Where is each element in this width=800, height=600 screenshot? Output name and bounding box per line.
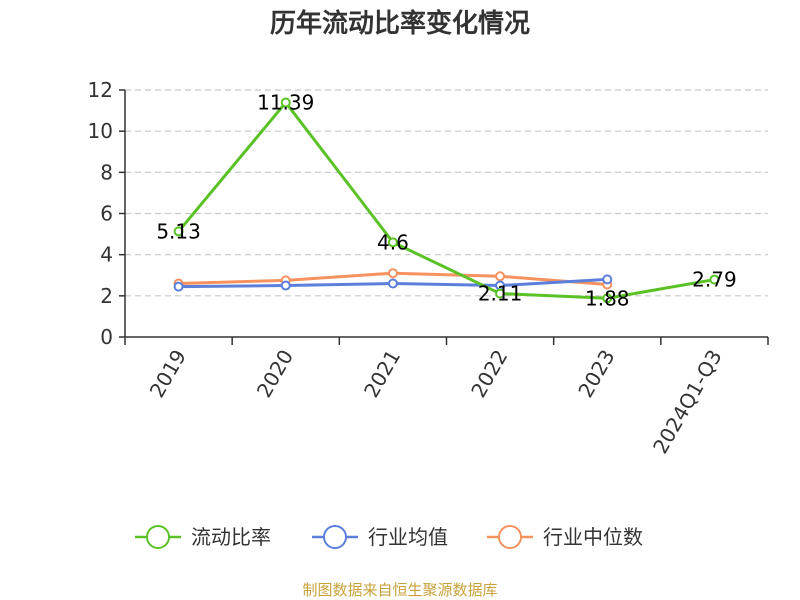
data-point [495, 271, 506, 282]
legend-label: 流动比率 [191, 525, 271, 549]
data-label: 2.79 [692, 268, 737, 292]
data-point [495, 288, 506, 299]
data-point [280, 97, 291, 108]
data-point [387, 278, 398, 289]
legend: 流动比率 行业均值 行业中位数 [135, 525, 643, 549]
data-label: 4.6 [377, 230, 409, 254]
legend-marker [323, 525, 347, 549]
x-tick-label: 2020 [252, 346, 298, 402]
legend-label: 行业中位数 [543, 525, 643, 549]
legend-marker [498, 525, 522, 549]
data-label: 11.39 [257, 91, 314, 115]
data-point [173, 226, 184, 237]
data-point [280, 280, 291, 291]
y-tick-label: 12 [88, 78, 113, 102]
series-line [177, 101, 715, 300]
legend-label: 行业均值 [368, 525, 448, 549]
x-tick-label: 2022 [466, 346, 512, 402]
x-tick-label: 2019 [145, 346, 191, 402]
data-label: 5.13 [156, 219, 201, 243]
data-labels: 5.13 11.39 4.6 2.11 1.88 2.79 [156, 91, 736, 311]
data-label: 1.88 [585, 286, 630, 310]
data-point [387, 268, 398, 279]
legend-marker [146, 525, 170, 549]
y-tick-label: 0 [100, 325, 113, 349]
data-point [387, 237, 398, 248]
data-point [709, 274, 720, 285]
y-tick-label: 2 [100, 284, 113, 308]
data-label: 2.11 [478, 282, 523, 306]
data-point [602, 293, 613, 304]
x-axis-ticks: 2019 2020 2021 2022 2023 2024Q1-Q3 [124, 337, 769, 458]
y-tick-label: 4 [100, 243, 113, 267]
data-point [602, 274, 613, 285]
chart-title: 历年流动比率变化情况 [270, 8, 530, 39]
y-axis-ticks: 0 2 4 6 8 10 12 [88, 78, 125, 349]
y-tick-label: 8 [100, 160, 113, 184]
source-note: 制图数据来自恒生聚源数据库 [302, 581, 497, 599]
data-point [173, 281, 184, 292]
x-tick-label: 2024Q1-Q3 [648, 346, 727, 458]
gridlines [125, 89, 768, 297]
y-tick-label: 6 [100, 202, 113, 226]
series-lines [173, 97, 720, 304]
x-tick-label: 2023 [573, 346, 619, 402]
x-tick-label: 2021 [359, 346, 405, 402]
y-tick-label: 10 [88, 119, 113, 143]
